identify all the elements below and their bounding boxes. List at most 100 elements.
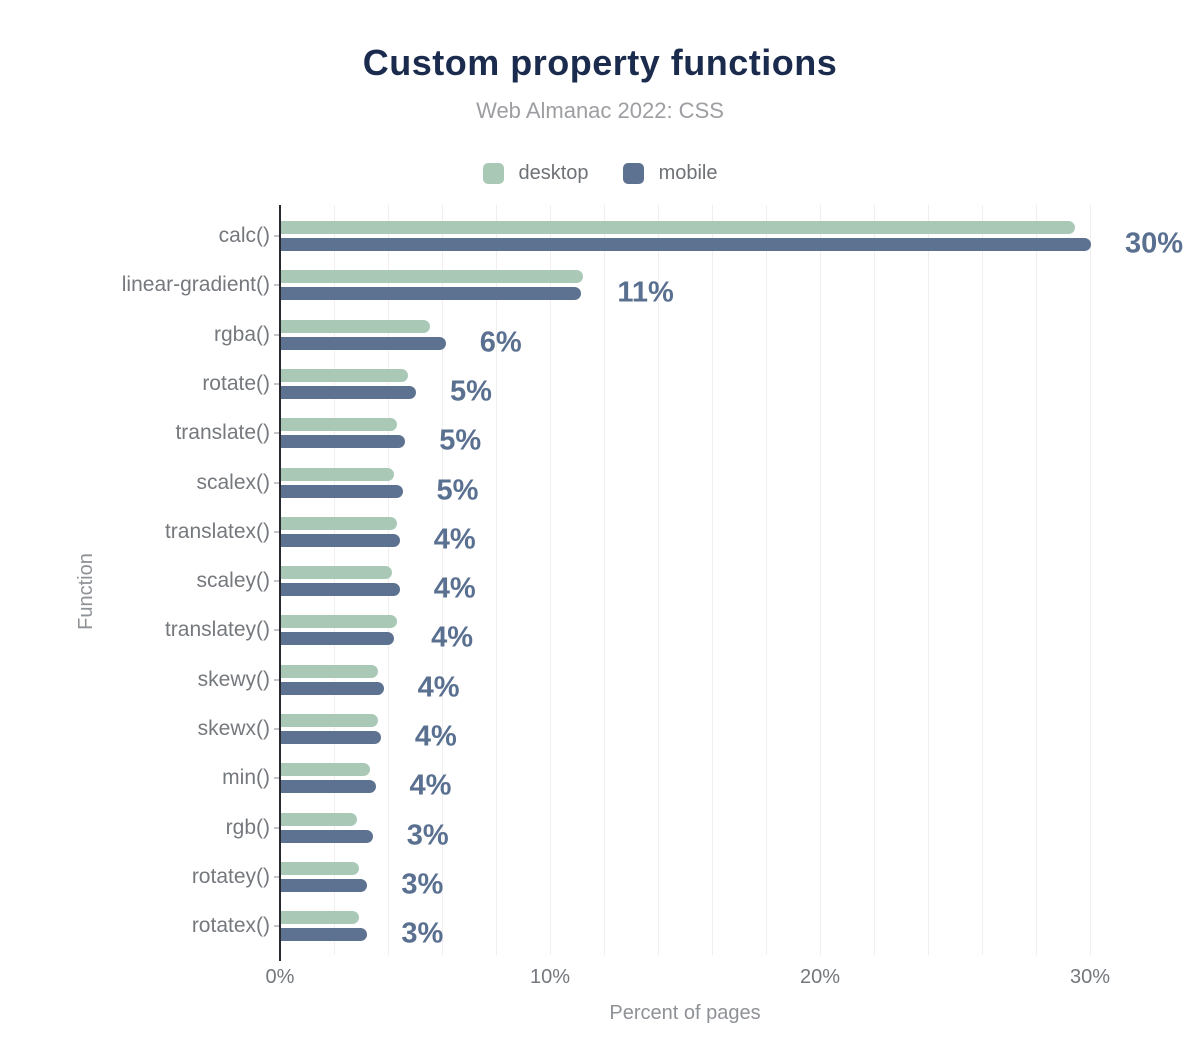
value-label: 30% xyxy=(1125,227,1184,260)
value-label: 5% xyxy=(439,424,482,457)
y-axis-tick xyxy=(274,678,279,681)
gridline xyxy=(766,205,767,955)
category-label: min() xyxy=(222,766,270,790)
value-label: 4% xyxy=(433,572,476,605)
category-label: rotatey() xyxy=(191,864,270,888)
desktop-bar xyxy=(281,566,392,580)
y-axis-tick xyxy=(274,826,279,829)
x-tick-label: 0% xyxy=(265,966,295,988)
value-label: 3% xyxy=(406,819,449,852)
mobile-bar xyxy=(281,533,400,547)
desktop-bar xyxy=(281,861,360,875)
legend-item-mobile: mobile xyxy=(622,161,718,185)
y-axis-tick xyxy=(274,580,279,583)
desktop-bar xyxy=(281,516,398,530)
category-label: skewy() xyxy=(197,667,270,691)
gridline xyxy=(820,205,821,955)
desktop-bar xyxy=(281,812,357,826)
desktop-bar xyxy=(281,221,1075,234)
desktop-bar xyxy=(281,763,371,777)
desktop-swatch-icon xyxy=(482,162,504,184)
y-axis-tick xyxy=(274,235,279,237)
value-label: 3% xyxy=(401,917,444,950)
category-label: rotatex() xyxy=(191,914,270,938)
desktop-bar xyxy=(281,615,398,629)
value-label: 3% xyxy=(401,868,444,901)
category-label: rgba() xyxy=(213,322,270,346)
y-axis-tick xyxy=(274,728,279,730)
category-label: scalex() xyxy=(196,470,270,494)
mobile-bar xyxy=(281,385,416,399)
mobile-bar xyxy=(281,681,384,695)
value-label: 4% xyxy=(417,671,460,704)
chart-subtitle: Web Almanac 2022: CSS xyxy=(476,98,724,123)
x-tick-label: 30% xyxy=(1069,966,1111,988)
y-axis-tick xyxy=(274,382,279,385)
value-label: 4% xyxy=(431,621,474,654)
category-label: rotate() xyxy=(202,371,270,395)
desktop-bar xyxy=(281,467,395,481)
gridline xyxy=(334,205,335,955)
mobile-bar xyxy=(281,878,368,892)
desktop-bar xyxy=(281,319,430,333)
legend-item-desktop: desktop xyxy=(482,161,589,185)
mobile-bar xyxy=(281,484,403,498)
gridline xyxy=(442,205,443,955)
value-label: 5% xyxy=(436,474,479,506)
mobile-bar xyxy=(281,829,373,843)
value-label: 5% xyxy=(450,375,492,408)
gridline xyxy=(388,205,389,955)
value-label: 4% xyxy=(414,720,457,753)
mobile-bar xyxy=(281,583,400,597)
mobile-bar xyxy=(281,731,381,744)
desktop-bar xyxy=(281,368,408,382)
y-axis-tick xyxy=(274,284,279,287)
mobile-swatch-icon xyxy=(622,162,644,184)
y-axis-tick xyxy=(274,629,279,632)
category-label: scaley() xyxy=(196,569,270,593)
legend-label-desktop: desktop xyxy=(518,161,589,184)
desktop-bar xyxy=(281,714,379,727)
x-axis-title: Percent of pages xyxy=(609,1002,761,1024)
y-axis-tick xyxy=(274,777,279,780)
value-label: 11% xyxy=(617,276,674,309)
y-axis-tick xyxy=(274,925,279,928)
gridline xyxy=(496,205,497,955)
category-label: translatex() xyxy=(164,519,270,543)
mobile-bar xyxy=(281,928,368,942)
gridline xyxy=(604,205,605,955)
legend-label-mobile: mobile xyxy=(658,161,718,184)
value-label: 6% xyxy=(479,326,522,359)
y-axis-tick xyxy=(274,530,279,533)
mobile-bar xyxy=(281,435,406,449)
gridline xyxy=(658,205,659,955)
category-label: translatey() xyxy=(164,618,270,642)
gridline xyxy=(550,205,551,955)
value-label: 4% xyxy=(433,523,476,556)
desktop-bar xyxy=(281,664,379,678)
y-axis-tick xyxy=(274,875,279,878)
gridline xyxy=(1090,205,1091,955)
gridline xyxy=(982,205,983,955)
mobile-bar xyxy=(281,780,376,794)
category-label: calc() xyxy=(218,224,270,247)
mobile-bar xyxy=(281,336,446,350)
value-label: 4% xyxy=(409,769,452,802)
gridline xyxy=(712,205,713,955)
category-label: rgb() xyxy=(225,815,270,839)
category-label: translate() xyxy=(175,421,270,445)
y-axis-tick xyxy=(274,333,279,336)
y-axis-title: Function xyxy=(74,553,97,630)
gridline xyxy=(928,205,929,955)
x-tick-label: 10% xyxy=(529,966,571,988)
desktop-bar xyxy=(281,270,584,284)
chart-title: Custom property functions xyxy=(362,42,838,83)
gridline xyxy=(1036,205,1037,955)
mobile-bar xyxy=(281,238,1091,251)
category-label: linear-gradient() xyxy=(121,273,270,297)
legend: desktop mobile xyxy=(0,160,1200,186)
gridline xyxy=(874,205,875,955)
mobile-bar xyxy=(281,632,395,646)
